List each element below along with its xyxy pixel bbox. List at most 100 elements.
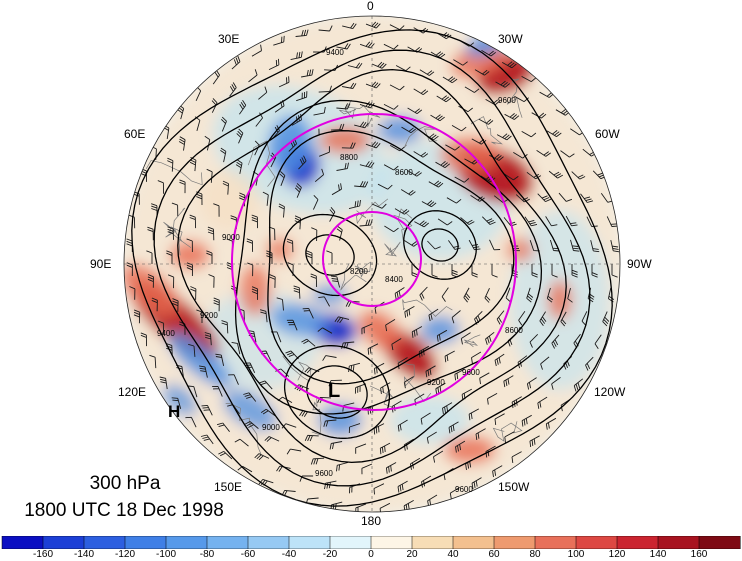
coastline (347, 105, 381, 127)
wind-barb (546, 287, 553, 303)
wind-barb (428, 308, 439, 322)
wind-barb (446, 197, 462, 204)
wind-barb (216, 422, 230, 432)
wind-barb (425, 365, 436, 378)
wind-barb (149, 354, 157, 369)
colorbar-cell (657, 536, 700, 549)
colorbar-tick-label: 20 (406, 549, 418, 560)
wind-barb (147, 226, 154, 241)
wind-barb (234, 438, 249, 447)
colorbar-tick-label: 60 (488, 549, 500, 560)
colorbar-cell (165, 536, 208, 549)
wind-barb (215, 353, 225, 366)
anomaly-patch (124, 263, 180, 317)
wind-barb (448, 421, 459, 434)
wind-barb (301, 69, 314, 78)
wind-barb (236, 128, 244, 144)
wind-barb (294, 215, 302, 230)
wind-barb (220, 116, 227, 132)
wind-barb (359, 41, 375, 49)
wind-barb (383, 43, 399, 50)
level-caption: 300 hPa (89, 473, 161, 494)
colorbar-tick-label: 0 (368, 549, 374, 560)
wind-barb (389, 24, 405, 31)
wind-barb (471, 477, 482, 490)
colorbar-tick-label: -100 (155, 549, 177, 560)
wind-barb (545, 417, 557, 430)
coastline (354, 261, 372, 278)
wind-barb (481, 50, 496, 57)
wind-barb (526, 287, 534, 303)
anomaly-patch (444, 436, 496, 464)
wind-barb (371, 203, 387, 209)
colorbar-cell (452, 536, 495, 549)
wind-barb (147, 274, 154, 288)
wind-barb (347, 62, 363, 69)
wind-barb (331, 183, 342, 196)
wind-barb (248, 69, 258, 83)
wind-barb (290, 51, 303, 61)
wind-barb (481, 216, 496, 225)
wind-barb (567, 287, 573, 303)
wind-barb (545, 216, 558, 227)
wind-barb (537, 193, 552, 203)
contour-label: 9600 (315, 469, 333, 478)
colorbar (1, 536, 741, 549)
wind-barb (359, 161, 375, 168)
wind-barb (341, 341, 355, 349)
wind-barb (441, 287, 449, 302)
contour-label: 8200 (350, 267, 368, 276)
wind-barb (323, 419, 337, 427)
wind-barb (273, 35, 285, 46)
height-contour (282, 213, 378, 297)
wind-barb (189, 156, 197, 172)
lon-label-60w: 60W (595, 127, 620, 141)
wind-barb (373, 483, 385, 495)
wind-barb (317, 327, 333, 334)
contour-label: 9000 (262, 423, 280, 432)
wind-barb (336, 43, 351, 50)
wind-barb (361, 323, 373, 335)
colorbar-cell (411, 536, 454, 549)
wind-barb (318, 85, 332, 93)
colorbar-cell (370, 536, 413, 549)
wind-barb (455, 440, 466, 453)
contour-label: 8600 (395, 168, 413, 177)
wind-barb (385, 319, 396, 332)
wind-barb (571, 264, 578, 278)
wind-barb (427, 240, 441, 250)
wind-barb (359, 219, 373, 227)
lon-label-120e: 120E (118, 385, 147, 399)
wind-barb (318, 296, 330, 307)
wind-barb (478, 118, 494, 125)
wind-barb (367, 343, 379, 355)
wind-barb (222, 180, 229, 195)
wind-barb (186, 238, 193, 253)
wind-barb (259, 309, 268, 323)
wind-barb (463, 287, 471, 303)
anomaly-patch (506, 238, 534, 262)
lon-label-0: 0 (367, 0, 374, 13)
wind-barb (494, 413, 505, 425)
wind-barb (330, 275, 341, 288)
colorbar-cell (534, 536, 577, 549)
wind-barb (373, 362, 385, 375)
colorbar-tick-label: -160 (32, 549, 54, 560)
wind-barb (389, 84, 405, 91)
coastline (492, 421, 523, 442)
height-contour (177, 68, 567, 464)
colorbar-tick-label: 80 (529, 549, 541, 560)
wind-barb (487, 393, 498, 405)
colorbar-cell (42, 536, 85, 549)
wind-barb (235, 159, 243, 174)
colorbar-cell (616, 536, 659, 549)
wind-barb (342, 22, 357, 30)
wind-barb (460, 217, 475, 225)
wind-barb (403, 376, 414, 389)
wind-barb (296, 91, 308, 102)
wind-barb (383, 103, 399, 110)
wind-barb (304, 434, 319, 442)
wind-barb (140, 332, 147, 347)
wind-barb (397, 419, 408, 432)
wind-barb (514, 95, 529, 102)
